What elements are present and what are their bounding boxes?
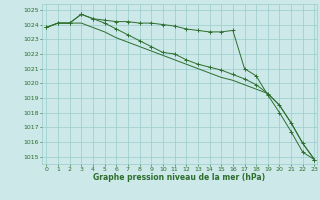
- X-axis label: Graphe pression niveau de la mer (hPa): Graphe pression niveau de la mer (hPa): [93, 173, 265, 182]
